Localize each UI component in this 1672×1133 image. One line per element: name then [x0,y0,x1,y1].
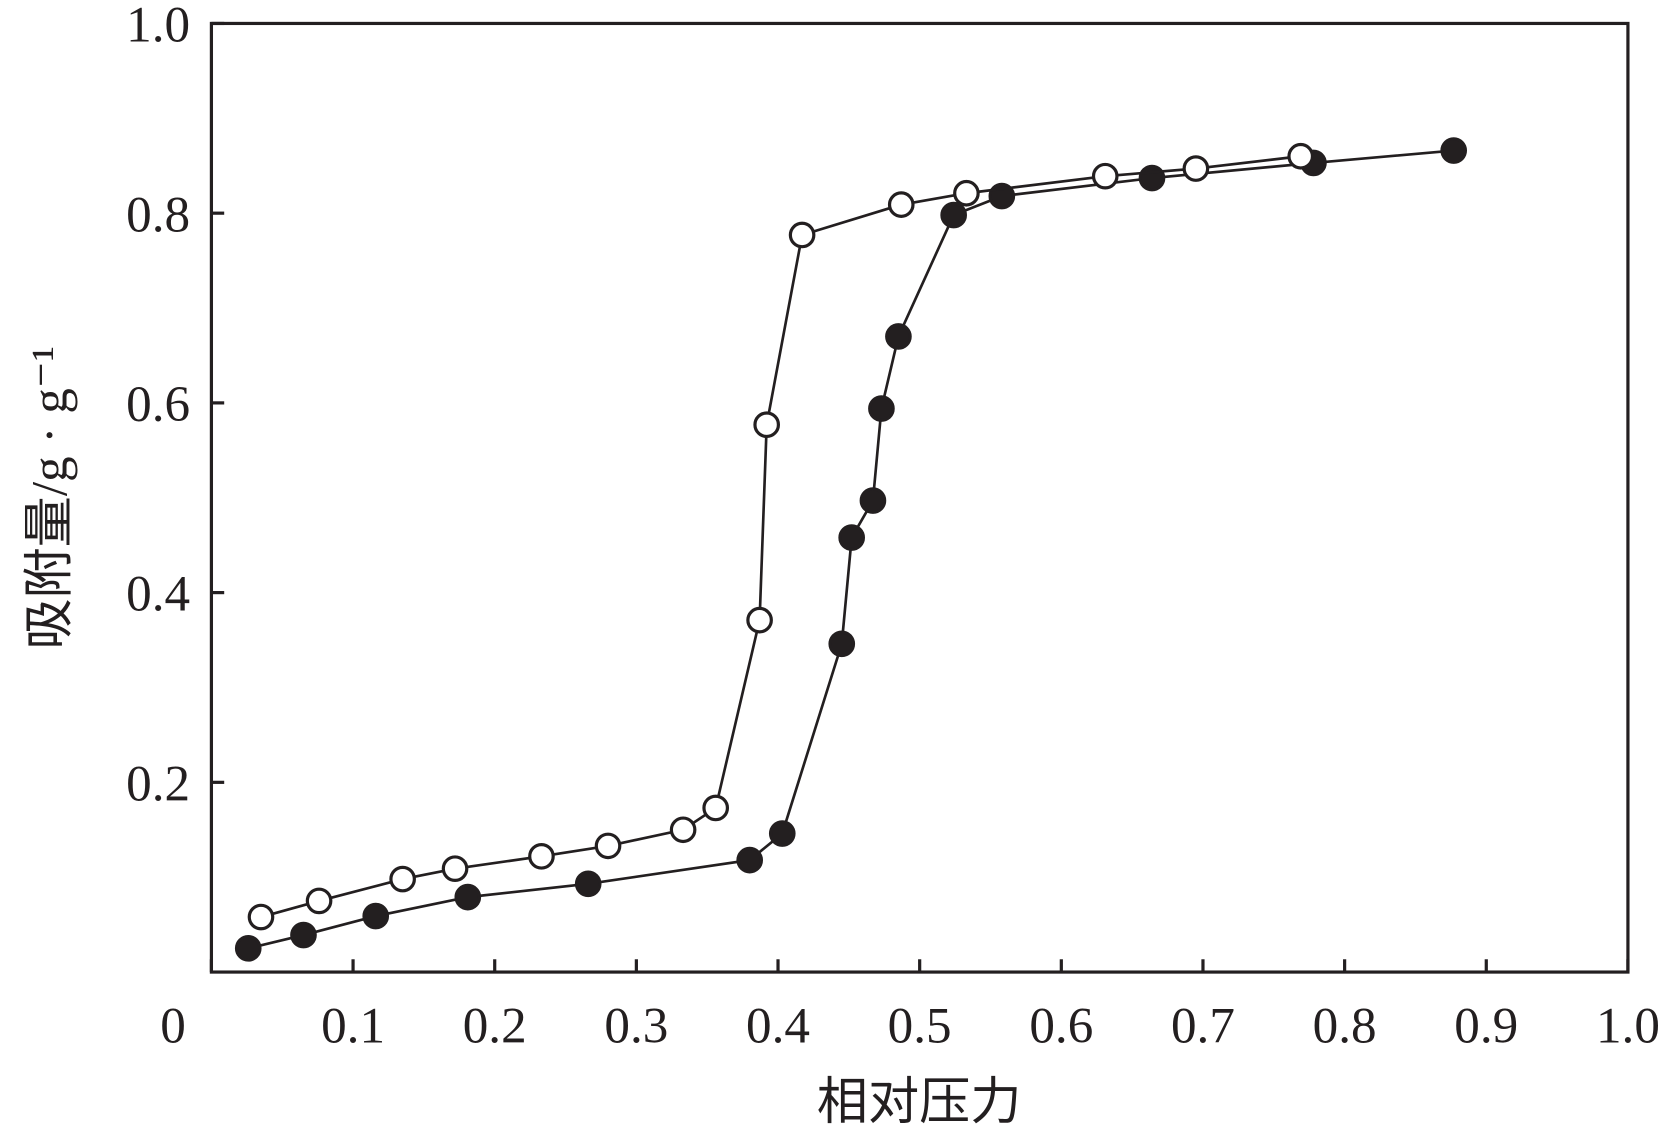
y-tick-label: 0.2 [126,755,190,812]
marker [441,855,469,882]
marker [574,870,602,898]
marker [305,887,333,915]
marker [702,794,730,822]
x-tick-label: 0 [160,997,186,1054]
marker [953,179,980,207]
marker [1287,142,1315,170]
marker [247,903,275,931]
marker [290,921,317,949]
marker [1091,162,1119,190]
marker [669,816,697,844]
plot-frame [209,21,1630,974]
marker [362,902,390,930]
marker [594,832,622,860]
marker [528,843,555,870]
marker [828,630,856,658]
x-tick-label: 1.0 [1596,997,1660,1054]
marker [1440,137,1468,164]
marker [885,323,912,350]
y-tick-label: 1.0 [126,0,190,54]
x-tick-label: 0.5 [888,997,952,1054]
marker [940,201,967,229]
series-line [260,154,1301,919]
x-tick-label: 0.4 [746,997,810,1054]
y-tick-label: 0.8 [126,186,190,243]
marker [1138,164,1166,192]
y-tick-label: 0.4 [126,566,190,623]
x-tick-label: 0.8 [1313,997,1377,1054]
marker [859,487,887,514]
marker [1182,155,1210,182]
marker [736,846,764,874]
x-tick-label: 0.7 [1171,997,1235,1054]
marker [746,606,773,634]
x-tick-label: 0.9 [1454,997,1518,1054]
marker [234,935,262,962]
y-tick-label: 0.6 [126,376,190,433]
marker [768,820,796,847]
x-tick-label: 0.3 [604,997,668,1054]
x-axis-label: 相对压力 [817,1074,1022,1131]
x-tick-label: 0.1 [321,997,385,1054]
marker [389,865,416,893]
marker [454,883,482,911]
x-tick-label: 0.6 [1029,997,1093,1054]
marker [887,191,915,218]
marker [753,411,781,439]
marker [788,221,816,249]
marker [838,524,865,551]
y-axis-label: 吸附量/g · g⁻¹ [21,346,78,650]
x-tick-label: 0.2 [463,997,527,1054]
marker [868,395,895,422]
